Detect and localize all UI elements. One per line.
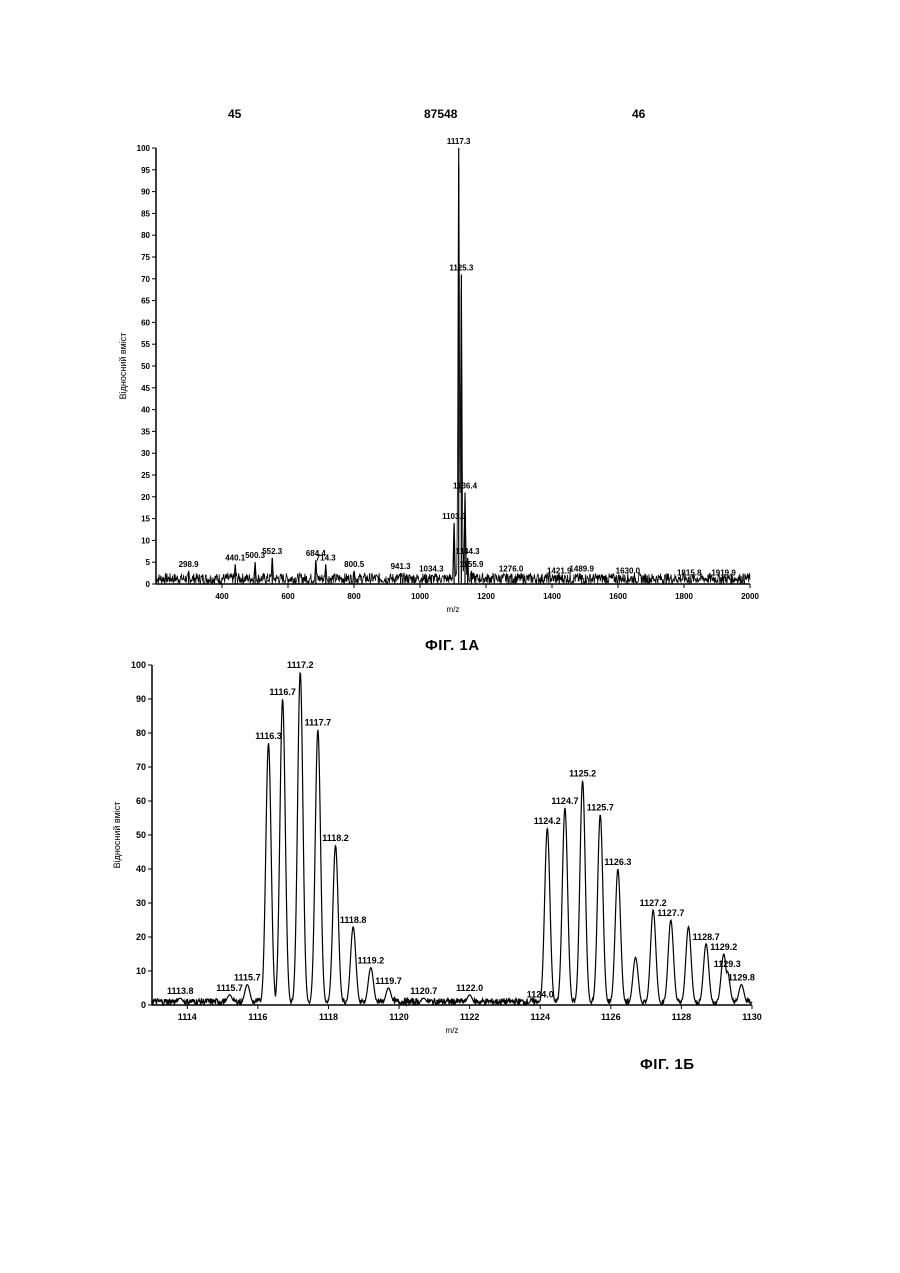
peak-label: 1129.8 — [728, 973, 755, 983]
caption-fig-a: ФІГ. 1А — [425, 637, 480, 654]
x-tick-label: 1126 — [601, 1012, 621, 1022]
peak-label: 1115.7 — [234, 973, 261, 983]
peak-label: 1124.2 — [534, 816, 561, 826]
y-tick-label: 20 — [136, 932, 146, 942]
peak-label: 1124.7 — [551, 796, 578, 806]
peak-label: 1118.2 — [322, 833, 349, 843]
y-tick-label: 100 — [131, 660, 146, 670]
y-tick-label: 90 — [136, 694, 146, 704]
peak-label: 1117.7 — [305, 718, 332, 728]
y-tick-label: 60 — [136, 796, 146, 806]
y-tick-label: 30 — [136, 898, 146, 908]
caption-fig-b: ФІГ. 1Б — [640, 1056, 695, 1073]
peak-label: 1127.2 — [640, 898, 667, 908]
x-axis-label: m/z — [446, 1026, 459, 1035]
peak-label: 1127.7 — [657, 908, 684, 918]
x-tick-label: 1130 — [742, 1012, 762, 1022]
y-tick-label: 80 — [136, 728, 146, 738]
y-tick-label: 70 — [136, 762, 146, 772]
peak-label: 1119.7 — [375, 976, 402, 986]
x-tick-label: 1124 — [530, 1012, 550, 1022]
spectrum-trace — [152, 673, 752, 1005]
peak-label: 1126.3 — [604, 857, 631, 867]
peak-label: 1129.3 — [714, 959, 741, 969]
y-tick-label: 10 — [136, 966, 146, 976]
peak-label: 1116.3 — [255, 731, 282, 741]
peak-label: 1120.7 — [410, 986, 437, 996]
peak-label: 1113.8 — [167, 986, 194, 996]
peak-label: 1125.2 — [569, 769, 596, 779]
peak-label: 1128.7 — [693, 932, 720, 942]
peak-label: 1122.0 — [456, 983, 483, 993]
x-tick-label: 1116 — [248, 1012, 267, 1022]
x-tick-label: 1128 — [672, 1012, 692, 1022]
y-tick-label: 40 — [136, 864, 146, 874]
x-tick-label: 1120 — [389, 1012, 409, 1022]
peak-label: 1115.7 — [216, 983, 243, 993]
peak-label: 1124.0 — [527, 990, 554, 1000]
x-tick-label: 1114 — [178, 1012, 197, 1022]
peak-label: 1116.7 — [269, 687, 296, 697]
peak-label: 1119.2 — [358, 956, 385, 966]
peak-label: 1129.2 — [710, 942, 737, 952]
peak-label: 1117.2 — [287, 660, 314, 670]
x-tick-label: 1122 — [460, 1012, 480, 1022]
peak-label: 1118.8 — [340, 915, 367, 925]
y-tick-label: 0 — [141, 1000, 146, 1010]
y-axis-label: Відносний вміст — [112, 802, 122, 869]
peak-label: 1125.7 — [587, 803, 614, 813]
y-tick-label: 50 — [136, 830, 146, 840]
x-tick-label: 1118 — [319, 1012, 338, 1022]
